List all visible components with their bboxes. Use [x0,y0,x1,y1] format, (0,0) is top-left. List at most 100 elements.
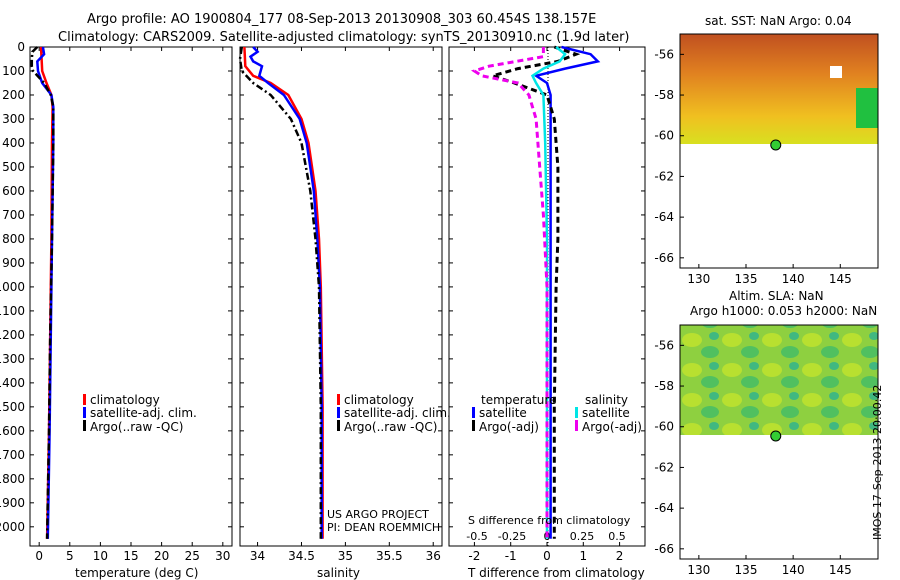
series-line [36,46,55,539]
map-y-tick-label: -66 [654,542,674,556]
sst-missing-patch [830,66,842,78]
legend-label-sal-argo: Argo(-adj) [582,420,642,434]
series-line [243,46,324,539]
depth-tick-label: 1500 [0,400,25,414]
temperature-panel: 0100200300400500600700800900100011001200… [0,40,233,580]
profile-title: Argo profile: AO 1900804_177 08-Sep-2013… [87,12,597,27]
map-x-tick-label: 135 [735,272,758,286]
series-line [533,45,601,539]
series-line [487,45,581,539]
sla-map-panel: Altim. SLA: NaN Argo h1000: 0.053 h2000:… [654,289,879,577]
map-y-tick-label: -62 [654,169,674,183]
depth-tick-label: 1200 [0,328,25,342]
legend-swatch-sal-argo [575,420,578,431]
legend-swatch-temp-satellite [472,407,475,418]
salinity-panel: 34 34.5 35 35.5 36 salinity climatology sate… [238,46,451,580]
project-annotation: US ARGO PROJECT [327,508,429,521]
legend-label-sal-satellite: satellite [582,406,630,420]
legend-swatch-temp-argo [472,420,475,431]
legend-label-satellite: satellite-adj. clim. [344,406,451,420]
sst-map-panel: sat. SST: NaN Argo: 0.04 130 135 140 145 -56… [654,14,879,286]
depth-tick-label: 400 [2,136,25,150]
top-tick-label: 0.25 [570,530,595,543]
sst-green-patch [856,88,878,128]
temperature-axes-frame [29,46,233,547]
depth-tick-label: 1100 [0,304,25,318]
salinity-legend: climatology satellite-adj. clim. Argo(..… [337,393,451,434]
legend-swatch-satellite [83,407,86,418]
sst-field [680,34,878,144]
map-x-tick-label: 145 [829,563,852,577]
map-y-tick-label: -60 [654,420,674,434]
legend-label-temp-argo: Argo(-adj) [479,420,539,434]
legend-swatch-climatology [337,394,340,405]
x-tick-label: 36 [426,549,441,563]
x-tick-label: 35.5 [376,549,403,563]
legend-label-argo: Argo(..raw -QC) [344,420,437,434]
x-tick-label: 25 [185,549,200,563]
depth-tick-label: 600 [2,184,25,198]
argo-position-marker [770,430,782,442]
map-y-tick-label: -64 [654,210,674,224]
map-x-tick-label: 140 [782,563,805,577]
map-x-tick-label: 140 [782,272,805,286]
map-x-tick-label: 145 [829,272,852,286]
difference-legend: temperature satellite Argo(-adj) salinit… [472,393,642,434]
depth-tick-label: 1800 [0,472,25,486]
top-tick-label: -0.25 [498,530,526,543]
x-tick-label: 20 [154,549,169,563]
map-x-tick-label: 130 [687,563,710,577]
top-tick-label: -0.5 [466,530,487,543]
depth-tick-label: 1300 [0,352,25,366]
difference-lines [470,45,601,539]
x-tick-label: 5 [66,549,74,563]
depth-tick-label: 800 [2,232,25,246]
sst-map-title: sat. SST: NaN Argo: 0.04 [705,14,852,28]
salinity-difference-top-axis: -0.5 -0.25 0 0.25 0.5 [466,530,625,543]
temperature-x-axis: 0 5 10 15 20 25 30 [35,47,230,563]
x-tick-label: -2 [468,549,480,563]
depth-tick-label: 2000 [0,520,25,534]
depth-tick-label: 1400 [0,376,25,390]
legend-swatch-argo [83,420,86,431]
pi-annotation: PI: DEAN ROEMMICH [327,521,440,534]
depth-tick-label: 1000 [0,280,25,294]
map-y-tick-label: -64 [654,501,674,515]
top-tick-label: 0.5 [608,530,626,543]
x-tick-label: 34 [250,549,265,563]
x-tick-label: 15 [123,549,138,563]
salinity-xlabel: salinity [317,566,360,580]
legend-label-temp-satellite: satellite [479,406,527,420]
depth-tick-label: 1700 [0,448,25,462]
series-line [248,46,323,539]
salinity-x-axis: 34 34.5 35 35.5 36 [250,47,441,563]
map-y-tick-label: -62 [654,460,674,474]
x-tick-label: 30 [215,549,230,563]
sla-map-frame [679,324,879,560]
x-tick-label: 0 [35,549,43,563]
map-y-tick-label: -56 [654,338,674,352]
depth-tick-label: 100 [2,64,25,78]
difference-x-axis: -2 -1 0 1 2 [468,47,623,563]
map-y-tick-label: -66 [654,251,674,265]
temperature-xlabel: temperature (deg C) [75,566,198,580]
legend-title-salinity: salinity [585,393,628,407]
sst-map-frame [679,33,879,269]
x-tick-label: 10 [93,549,108,563]
depth-tick-label: 300 [2,112,25,126]
legend-title-temperature: temperature [481,393,556,407]
imos-timestamp: IMOS 17-Sep-2013 20:00:42 [871,384,884,540]
depth-tick-label: 200 [2,88,25,102]
map-y-tick-label: -58 [654,379,674,393]
salinity-y-ticks [240,46,442,528]
map-y-tick-label: -60 [654,129,674,143]
sla-map-ticks: 130 135 140 145 -56 -58 -60 -62 -64 -66 [654,338,851,577]
difference-panel: -2 -1 0 1 2 -0.5 -0.25 0 0.25 0.5 S difference f… [448,45,646,580]
depth-tick-label: 700 [2,208,25,222]
legend-swatch-argo [337,420,340,431]
x-tick-label: 0 [543,549,551,563]
map-x-tick-label: 135 [735,563,758,577]
salinity-axes-frame [239,46,443,547]
salinity-lines [238,46,324,539]
